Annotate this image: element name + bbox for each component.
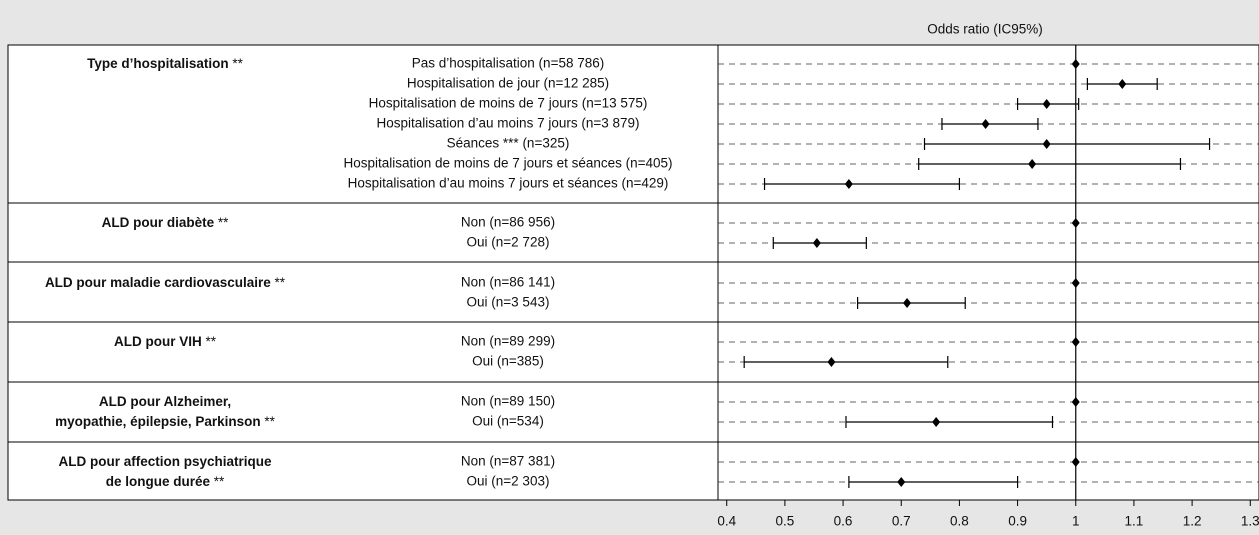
group-label: myopathie, épilepsie, Parkinson **: [55, 414, 276, 429]
group-label-text: ALD pour diabète: [102, 215, 215, 230]
group-label-text: ALD pour affection psychiatrique: [58, 454, 272, 469]
group-note: **: [275, 275, 286, 290]
x-tick-label: 0.7: [892, 514, 911, 529]
estimate-marker: [1118, 79, 1127, 89]
x-tick-label: 0.6: [834, 514, 853, 529]
row-label: Oui (n=3 543): [467, 295, 550, 310]
row-label: Non (n=86 956): [461, 215, 555, 230]
x-tick-label: 1.2: [1183, 514, 1202, 529]
group-label-text: ALD pour Alzheimer,: [99, 394, 231, 409]
table-area: [7, 44, 1259, 501]
row-label: Hospitalisation de moins de 7 jours (n=1…: [369, 96, 648, 111]
x-tick-label: 0.9: [1008, 514, 1027, 529]
row-label: Non (n=89 299): [461, 334, 555, 349]
estimate-marker: [844, 179, 853, 189]
group-note: **: [206, 334, 217, 349]
x-tick-label: 0.5: [776, 514, 795, 529]
row-label: Hospitalisation de jour (n=12 285): [407, 76, 609, 91]
group-label-text: de longue durée: [106, 474, 211, 489]
estimate-marker: [981, 119, 990, 129]
group-note: **: [232, 56, 243, 71]
group-label: de longue durée **: [106, 474, 225, 489]
x-tick-label: 1: [1072, 514, 1080, 529]
row-label: Oui (n=385): [472, 354, 544, 369]
group-label: Type d’hospitalisation **: [87, 56, 244, 71]
estimate-marker: [897, 477, 906, 487]
row-label: Hospitalisation d’au moins 7 jours et sé…: [348, 176, 669, 191]
group-label: ALD pour VIH **: [114, 334, 217, 349]
group-label-text: ALD pour VIH: [114, 334, 202, 349]
group-label-text: myopathie, épilepsie, Parkinson: [55, 414, 261, 429]
x-tick-label: 0.4: [717, 514, 736, 529]
row-label: Séances *** (n=325): [447, 136, 570, 151]
group-note: **: [218, 215, 229, 230]
x-tick-label: 1.3: [1241, 514, 1259, 529]
group-label-text: Type d’hospitalisation: [87, 56, 229, 71]
estimate-marker: [812, 238, 821, 248]
row-label: Non (n=87 381): [461, 454, 555, 469]
group-label-text: ALD pour maladie cardiovasculaire: [45, 275, 271, 290]
row-label: Non (n=89 150): [461, 394, 555, 409]
group-label: ALD pour maladie cardiovasculaire **: [45, 275, 286, 290]
group-note: **: [264, 414, 275, 429]
row-label: Non (n=86 141): [461, 275, 555, 290]
estimate-marker: [1042, 99, 1051, 109]
row-label: Oui (n=2 728): [467, 235, 550, 250]
estimate-marker: [903, 298, 912, 308]
estimate-marker: [827, 357, 836, 367]
row-label: Oui (n=2 303): [467, 474, 550, 489]
x-tick-label: 0.8: [950, 514, 969, 529]
axis-title: Odds ratio (IC95%): [927, 22, 1043, 37]
row-label: Hospitalisation de moins de 7 jours et s…: [343, 156, 672, 171]
group-label: ALD pour diabète **: [102, 215, 230, 230]
x-tick-label: 1.1: [1125, 514, 1144, 529]
group-label: ALD pour affection psychiatrique: [58, 454, 272, 469]
row-label: Pas d’hospitalisation (n=58 786): [412, 56, 605, 71]
estimate-marker: [1042, 139, 1051, 149]
row-label: Hospitalisation d’au moins 7 jours (n=3 …: [376, 116, 639, 131]
group-label: ALD pour Alzheimer,: [99, 394, 231, 409]
group-note: **: [214, 474, 225, 489]
estimate-marker: [932, 417, 941, 427]
estimate-marker: [1028, 159, 1037, 169]
row-label: Oui (n=534): [472, 414, 544, 429]
